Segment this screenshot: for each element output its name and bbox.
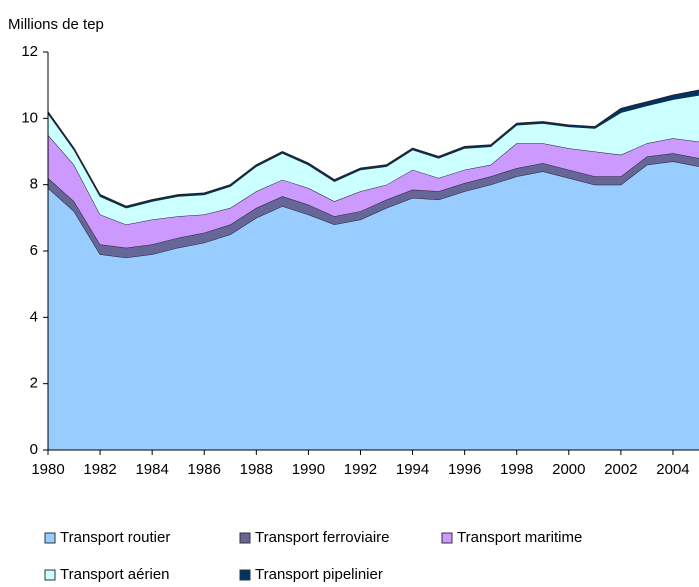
x-tick-label: 1986 <box>188 461 221 478</box>
x-tick-label: 1998 <box>500 461 533 478</box>
legend-swatch <box>44 569 56 581</box>
y-tick-label: 10 <box>21 109 38 126</box>
area-fill <box>48 161 699 450</box>
y-tick-label: 2 <box>30 375 38 392</box>
area-fill <box>48 134 699 248</box>
x-tick-label: 1982 <box>83 461 116 478</box>
area-fill <box>48 95 699 225</box>
x-tick-label: 1996 <box>448 461 481 478</box>
legend-label: Transport ferroviaire <box>255 529 390 546</box>
x-tick-label: 2000 <box>552 461 585 478</box>
legend-label: Transport pipelinier <box>255 566 383 583</box>
x-tick-label: 1980 <box>31 461 64 478</box>
x-tick-label: 1992 <box>344 461 377 478</box>
x-tick-label: 2004 <box>656 461 689 478</box>
legend-swatch <box>44 532 56 544</box>
y-axis-label: Millions de tep <box>8 16 104 33</box>
legend-swatch <box>239 569 251 581</box>
x-tick-label: 1994 <box>396 461 429 478</box>
legend-label: Transport aérien <box>60 566 170 583</box>
area-edge <box>47 89 699 207</box>
area-fill <box>48 153 699 258</box>
legend-label: Transport routier <box>60 529 170 546</box>
legend-swatch <box>441 532 453 544</box>
legend-swatch <box>239 532 251 544</box>
x-tick-label: 1988 <box>240 461 273 478</box>
x-tick-label: 1984 <box>135 461 168 478</box>
y-tick-label: 4 <box>30 308 38 325</box>
x-tick-label: 1990 <box>292 461 325 478</box>
y-tick-label: 12 <box>21 43 38 60</box>
y-tick-label: 0 <box>30 441 38 458</box>
x-tick-label: 2002 <box>604 461 637 478</box>
legend-label: Transport maritime <box>457 529 582 546</box>
y-tick-label: 6 <box>30 242 38 259</box>
y-tick-label: 8 <box>30 176 38 193</box>
